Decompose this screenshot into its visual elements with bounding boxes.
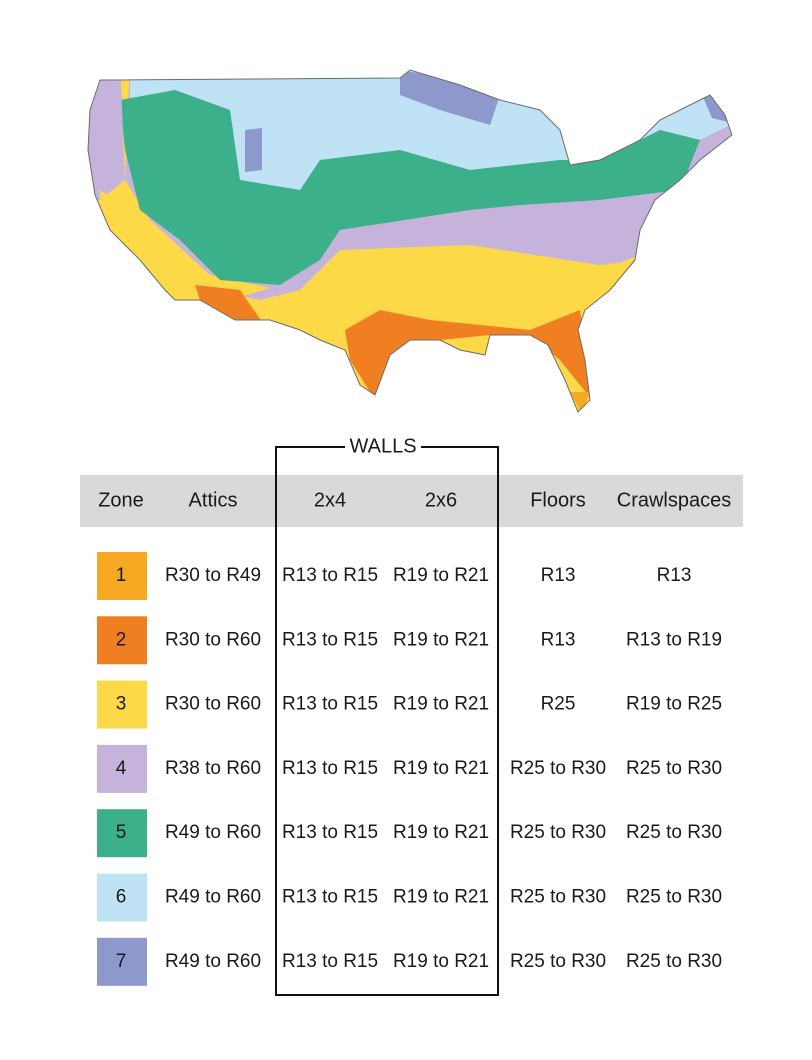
zone-swatch (97, 616, 147, 665)
cell: R13 to R15 (282, 822, 378, 843)
zone-swatch (97, 937, 147, 986)
cell: R25 to R30 (510, 951, 606, 972)
cell: R30 to R49 (165, 565, 261, 586)
zone-number: 5 (116, 822, 127, 843)
zone-number: 1 (116, 565, 127, 586)
zone-swatch (97, 809, 147, 858)
cell: R13 to R15 (282, 887, 378, 908)
zone-number: 7 (116, 951, 127, 972)
table: Zone Attics 2x4 2x6 Floors Crawlspaces 1 R30 to… (97, 489, 731, 986)
zone-swatch (97, 744, 147, 793)
cell: R25 to R30 (626, 758, 722, 779)
cell: R25 to R30 (626, 822, 722, 843)
cell: R49 to R60 (165, 951, 261, 972)
zone-region (245, 128, 262, 172)
zone-map (88, 70, 732, 412)
zone-region (195, 285, 262, 322)
zone-region (88, 70, 125, 200)
zone-number: 6 (116, 887, 127, 908)
cell: R13 (541, 629, 576, 650)
cell: R13 to R15 (282, 565, 378, 586)
walls-label: WALLS (349, 435, 416, 457)
column-header: 2x4 (314, 489, 346, 511)
cell: R30 to R60 (165, 694, 261, 715)
cell: R19 to R21 (393, 822, 489, 843)
cell: R25 to R30 (510, 758, 606, 779)
zone-swatch (97, 873, 147, 922)
cell: R19 to R21 (393, 951, 489, 972)
zone-swatch (97, 680, 147, 729)
cell: R19 to R25 (626, 694, 722, 715)
zone-swatch (97, 552, 147, 600)
cell: R19 to R21 (393, 694, 489, 715)
header-bar (80, 475, 743, 527)
cell: R13 (657, 565, 692, 586)
zone-number: 2 (116, 629, 127, 650)
cell: R49 to R60 (165, 822, 261, 843)
column-header: Crawlspaces (617, 489, 731, 511)
zone-number: 3 (116, 694, 127, 715)
cell: R13 to R15 (282, 629, 378, 650)
cell: R38 to R60 (165, 758, 261, 779)
cell: R25 to R30 (626, 887, 722, 908)
cell: R19 to R21 (393, 565, 489, 586)
column-header: Floors (530, 489, 586, 511)
cell: R19 to R21 (393, 758, 489, 779)
zone-number: 4 (116, 758, 127, 779)
zone-region (230, 190, 680, 300)
cell: R30 to R60 (165, 629, 261, 650)
cell: R19 to R21 (393, 629, 489, 650)
cell: R25 to R30 (510, 822, 606, 843)
cell: R13 to R15 (282, 694, 378, 715)
zone-region (400, 70, 500, 125)
column-header: Zone (98, 489, 144, 511)
walls-box (275, 446, 499, 996)
cell: R13 to R15 (282, 951, 378, 972)
zone-region (570, 392, 590, 412)
column-header: Attics (189, 489, 238, 511)
cell: R25 to R30 (510, 887, 606, 908)
zone-region (120, 90, 700, 285)
column-header: 2x6 (425, 489, 457, 511)
cell: R49 to R60 (165, 887, 261, 908)
cell: R13 to R15 (282, 758, 378, 779)
cell: R19 to R21 (393, 887, 489, 908)
zone-region (345, 310, 592, 400)
cell: R25 to R30 (626, 951, 722, 972)
cell: R13 to R19 (626, 629, 722, 650)
cell: R25 (541, 694, 576, 715)
cell: R13 (541, 565, 576, 586)
